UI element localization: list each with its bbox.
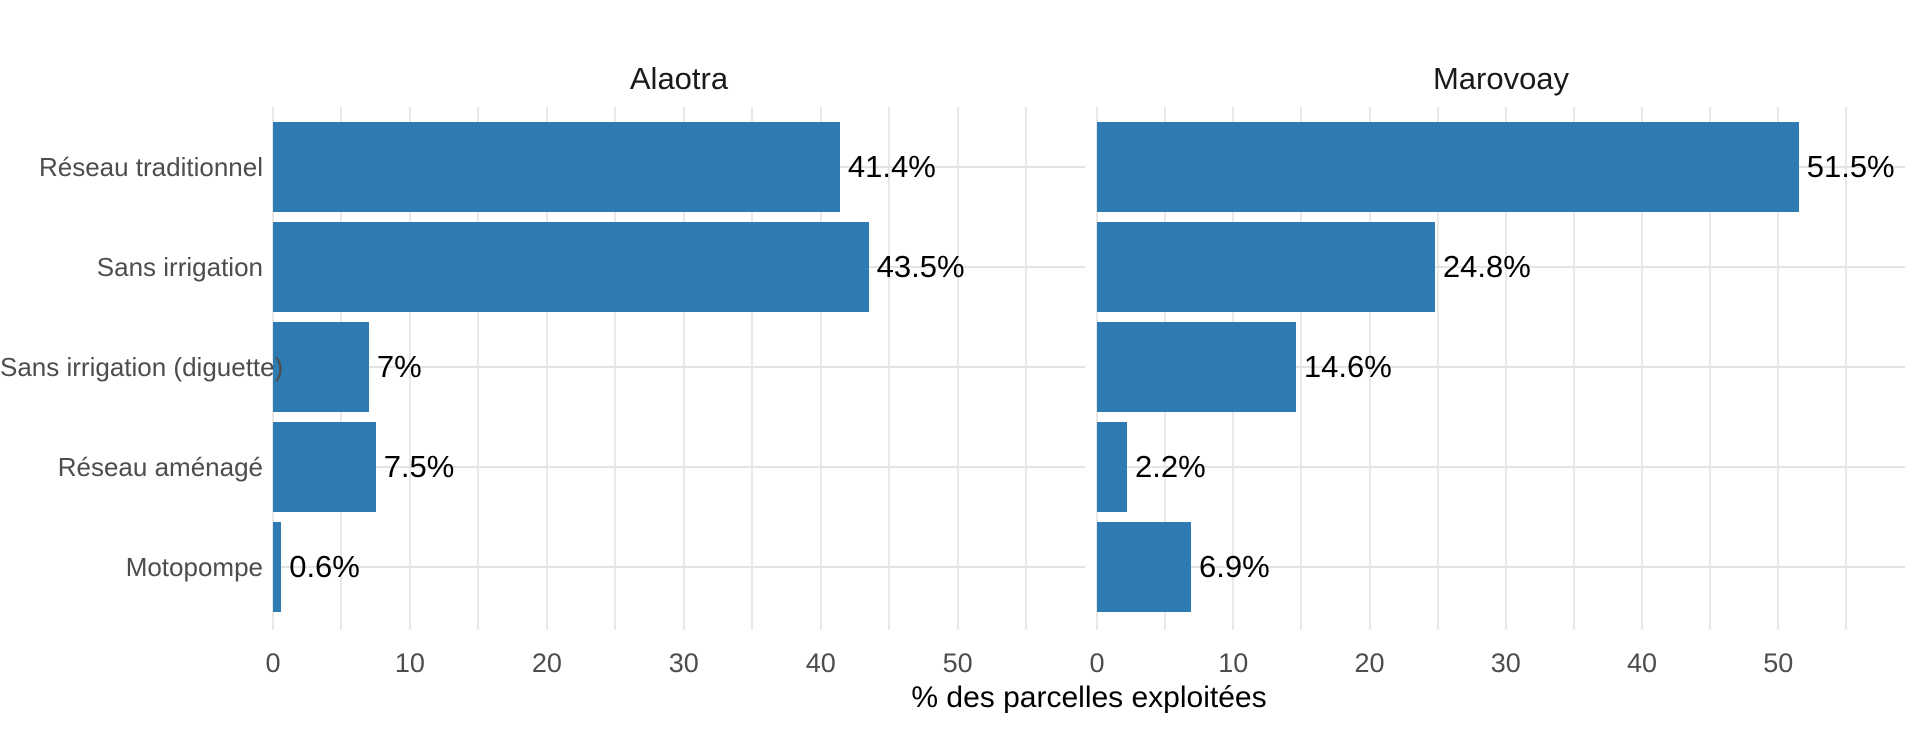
- x-tick-label: 0: [265, 648, 281, 678]
- x-axis-title: % des parcelles exploitées: [911, 681, 1267, 714]
- x-tick-label: 50: [1763, 648, 1794, 678]
- value-label: 7.5%: [383, 449, 455, 484]
- bar-marovoay-1: [1097, 222, 1435, 312]
- y-axis-label: Réseau aménagé: [57, 452, 263, 482]
- x-tick-label: 0: [1089, 648, 1105, 678]
- y-axis-label: Réseau traditionnel: [38, 152, 263, 182]
- gridline-vertical: [751, 107, 754, 630]
- x-tick-label: 20: [531, 648, 562, 678]
- gridline-vertical: [1025, 107, 1028, 630]
- x-tick-label: 30: [668, 648, 699, 678]
- gridline-vertical: [819, 107, 822, 630]
- bar-marovoay-4: [1097, 522, 1192, 612]
- bar-alaotra-4: [273, 522, 282, 612]
- gridline-horizontal: [273, 366, 1085, 368]
- gridline-vertical: [1436, 107, 1439, 630]
- value-label: 41.4%: [847, 149, 936, 184]
- bar-alaotra-0: [273, 122, 840, 212]
- gridline-vertical: [682, 107, 685, 630]
- x-tick-label: 50: [942, 648, 973, 678]
- gridline-vertical: [614, 107, 617, 630]
- value-label: 6.9%: [1199, 549, 1270, 584]
- bar-alaotra-3: [273, 422, 376, 512]
- gridline-horizontal: [273, 466, 1085, 468]
- bar-alaotra-1: [273, 222, 869, 312]
- panel-marovoay: 51.5% 24.8% 14.6% 2.2% 6.9%: [1096, 107, 1905, 630]
- value-label: 0.6%: [289, 549, 360, 584]
- gridline-vertical: [1709, 107, 1712, 630]
- gridline-vertical: [888, 107, 891, 630]
- value-label: 7%: [376, 349, 422, 384]
- gridline-horizontal: [1097, 566, 1905, 568]
- gridline-horizontal: [1097, 466, 1905, 468]
- gridline-vertical: [1300, 107, 1303, 630]
- gridline-horizontal: [1097, 266, 1905, 268]
- x-tick-label: 30: [1490, 648, 1521, 678]
- value-label: 51.5%: [1806, 149, 1895, 184]
- bar-alaotra-2: [273, 322, 369, 412]
- x-tick-label: 10: [394, 648, 425, 678]
- gridline-vertical: [956, 107, 959, 630]
- value-label: 24.8%: [1442, 249, 1531, 284]
- value-label: 14.6%: [1303, 349, 1392, 384]
- panel-alaotra: 41.4% 43.5% 7% 7.5% 0.6%: [272, 107, 1085, 630]
- value-label: 2.2%: [1134, 449, 1206, 484]
- gridline-vertical: [1777, 107, 1780, 630]
- x-tick-label: 40: [805, 648, 836, 678]
- gridline-vertical: [1641, 107, 1644, 630]
- gridline-vertical: [477, 107, 480, 630]
- gridline-horizontal: [1097, 366, 1905, 368]
- facet-title-alaotra: Alaotra: [629, 61, 729, 96]
- gridline-vertical: [1572, 107, 1575, 630]
- x-tick-label: 20: [1354, 648, 1385, 678]
- y-axis-label: Sans irrigation: [96, 252, 263, 282]
- gridline-vertical: [545, 107, 548, 630]
- facet-title-marovoay: Marovoay: [1432, 61, 1570, 96]
- bar-marovoay-3: [1097, 422, 1127, 512]
- gridline-vertical: [1504, 107, 1507, 630]
- gridline-vertical: [408, 107, 411, 630]
- x-tick-label: 40: [1626, 648, 1658, 678]
- bar-marovoay-2: [1097, 322, 1296, 412]
- y-axis-label: Motopompe: [125, 552, 263, 582]
- gridline-horizontal: [273, 566, 1085, 568]
- gridline-vertical: [1845, 107, 1848, 630]
- y-axis-label: Sans irrigation (diguette): [0, 352, 284, 382]
- bar-marovoay-0: [1097, 122, 1799, 212]
- x-tick-label: 10: [1218, 648, 1249, 678]
- value-label: 43.5%: [876, 249, 965, 284]
- gridline-vertical: [1368, 107, 1371, 630]
